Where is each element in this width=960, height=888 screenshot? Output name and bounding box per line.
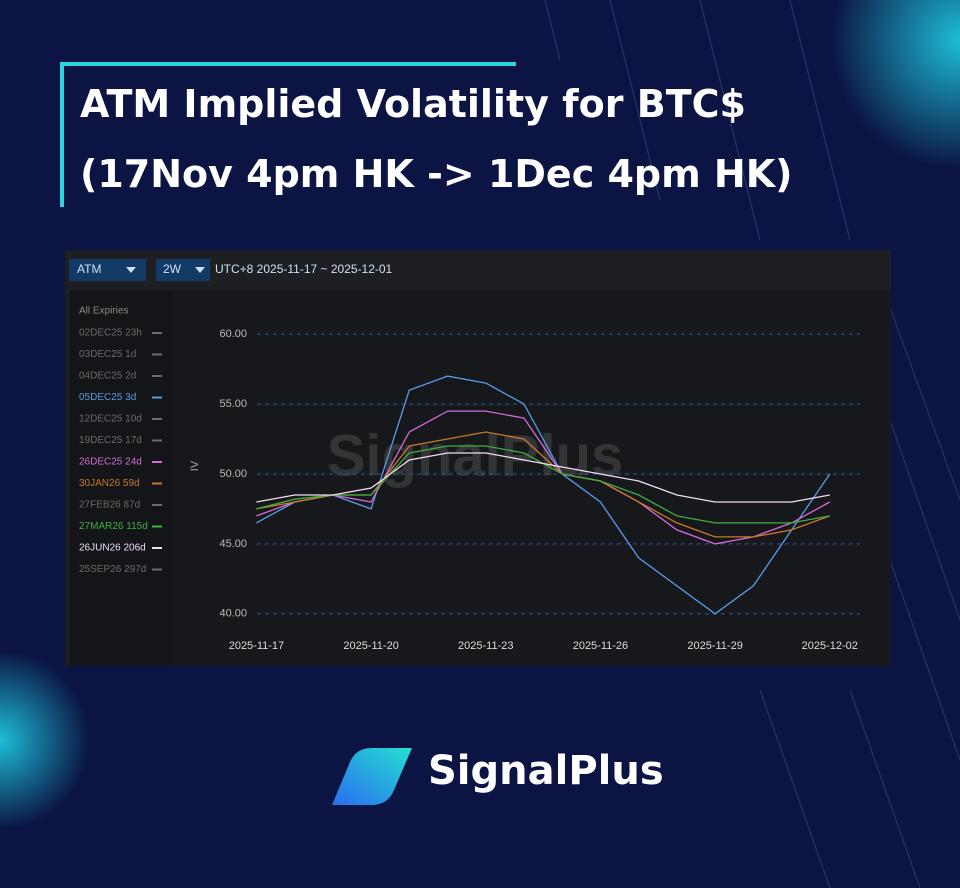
legend-bg	[70, 290, 172, 666]
dropdown-arrow	[195, 267, 205, 273]
y-tick-label: 50.00	[219, 468, 247, 480]
chart: ATM 2W UTC+8 2025-11-17 ~ 2025-12-01 All…	[65, 250, 891, 666]
x-tick-label: 2025-11-17	[229, 640, 284, 652]
legend-title: All Expiries	[79, 306, 128, 317]
legend-label: 02DEC25 23h	[79, 328, 142, 339]
dropdown-arrow	[126, 267, 136, 273]
plot-bg	[172, 290, 891, 666]
x-tick-label: 2025-11-20	[343, 640, 398, 652]
legend-label: 25SEP26 297d	[79, 564, 146, 575]
legend-label: 30JAN26 59d	[79, 478, 140, 489]
mode-text: ATM	[77, 262, 101, 276]
legend-label: 27FEB26 87d	[79, 500, 140, 511]
logo	[332, 748, 412, 805]
period-text: UTC+8 2025-11-17 ~ 2025-12-01	[215, 262, 393, 276]
x-tick-label: 2025-12-02	[802, 640, 858, 652]
brand: SignalPlus	[428, 748, 664, 794]
title-line: (17Nov 4pm HK -> 1Dec 4pm HK)	[80, 152, 793, 196]
title-frame	[60, 62, 516, 207]
legend-label: 19DEC25 17d	[79, 435, 142, 446]
x-tick-label: 2025-11-29	[687, 640, 742, 652]
x-tick-label: 2025-11-23	[458, 640, 513, 652]
series-line	[256, 452, 830, 503]
series-line	[256, 375, 831, 615]
y-axis-label: IV	[189, 460, 201, 471]
range-text: 2W	[163, 262, 182, 276]
y-tick-label: 40.00	[219, 608, 247, 620]
legend-label: 26DEC25 24d	[79, 457, 142, 468]
legend-label: 26JUN26 206d	[79, 543, 146, 554]
range-select[interactable]	[156, 259, 210, 281]
legend-label: 05DEC25 3d	[79, 392, 136, 403]
watermark: SignalPlus	[327, 423, 624, 488]
glow	[0, 650, 90, 830]
mode-select[interactable]	[69, 259, 146, 281]
legend-label: 12DEC25 10d	[79, 414, 142, 425]
y-tick-label: 55.00	[219, 398, 247, 410]
glow	[830, 0, 960, 170]
series-line	[256, 410, 831, 545]
decor-lines	[544, 0, 960, 888]
legend-label: 27MAR26 115d	[79, 521, 148, 532]
y-tick-label: 45.00	[219, 538, 247, 550]
legend-label: 03DEC25 1d	[79, 349, 136, 360]
x-tick-label: 2025-11-26	[573, 640, 628, 652]
title-line: ATM Implied Volatility for BTC$	[80, 82, 746, 126]
y-tick-label: 60.00	[219, 328, 247, 340]
legend-label: 04DEC25 2d	[79, 371, 136, 382]
